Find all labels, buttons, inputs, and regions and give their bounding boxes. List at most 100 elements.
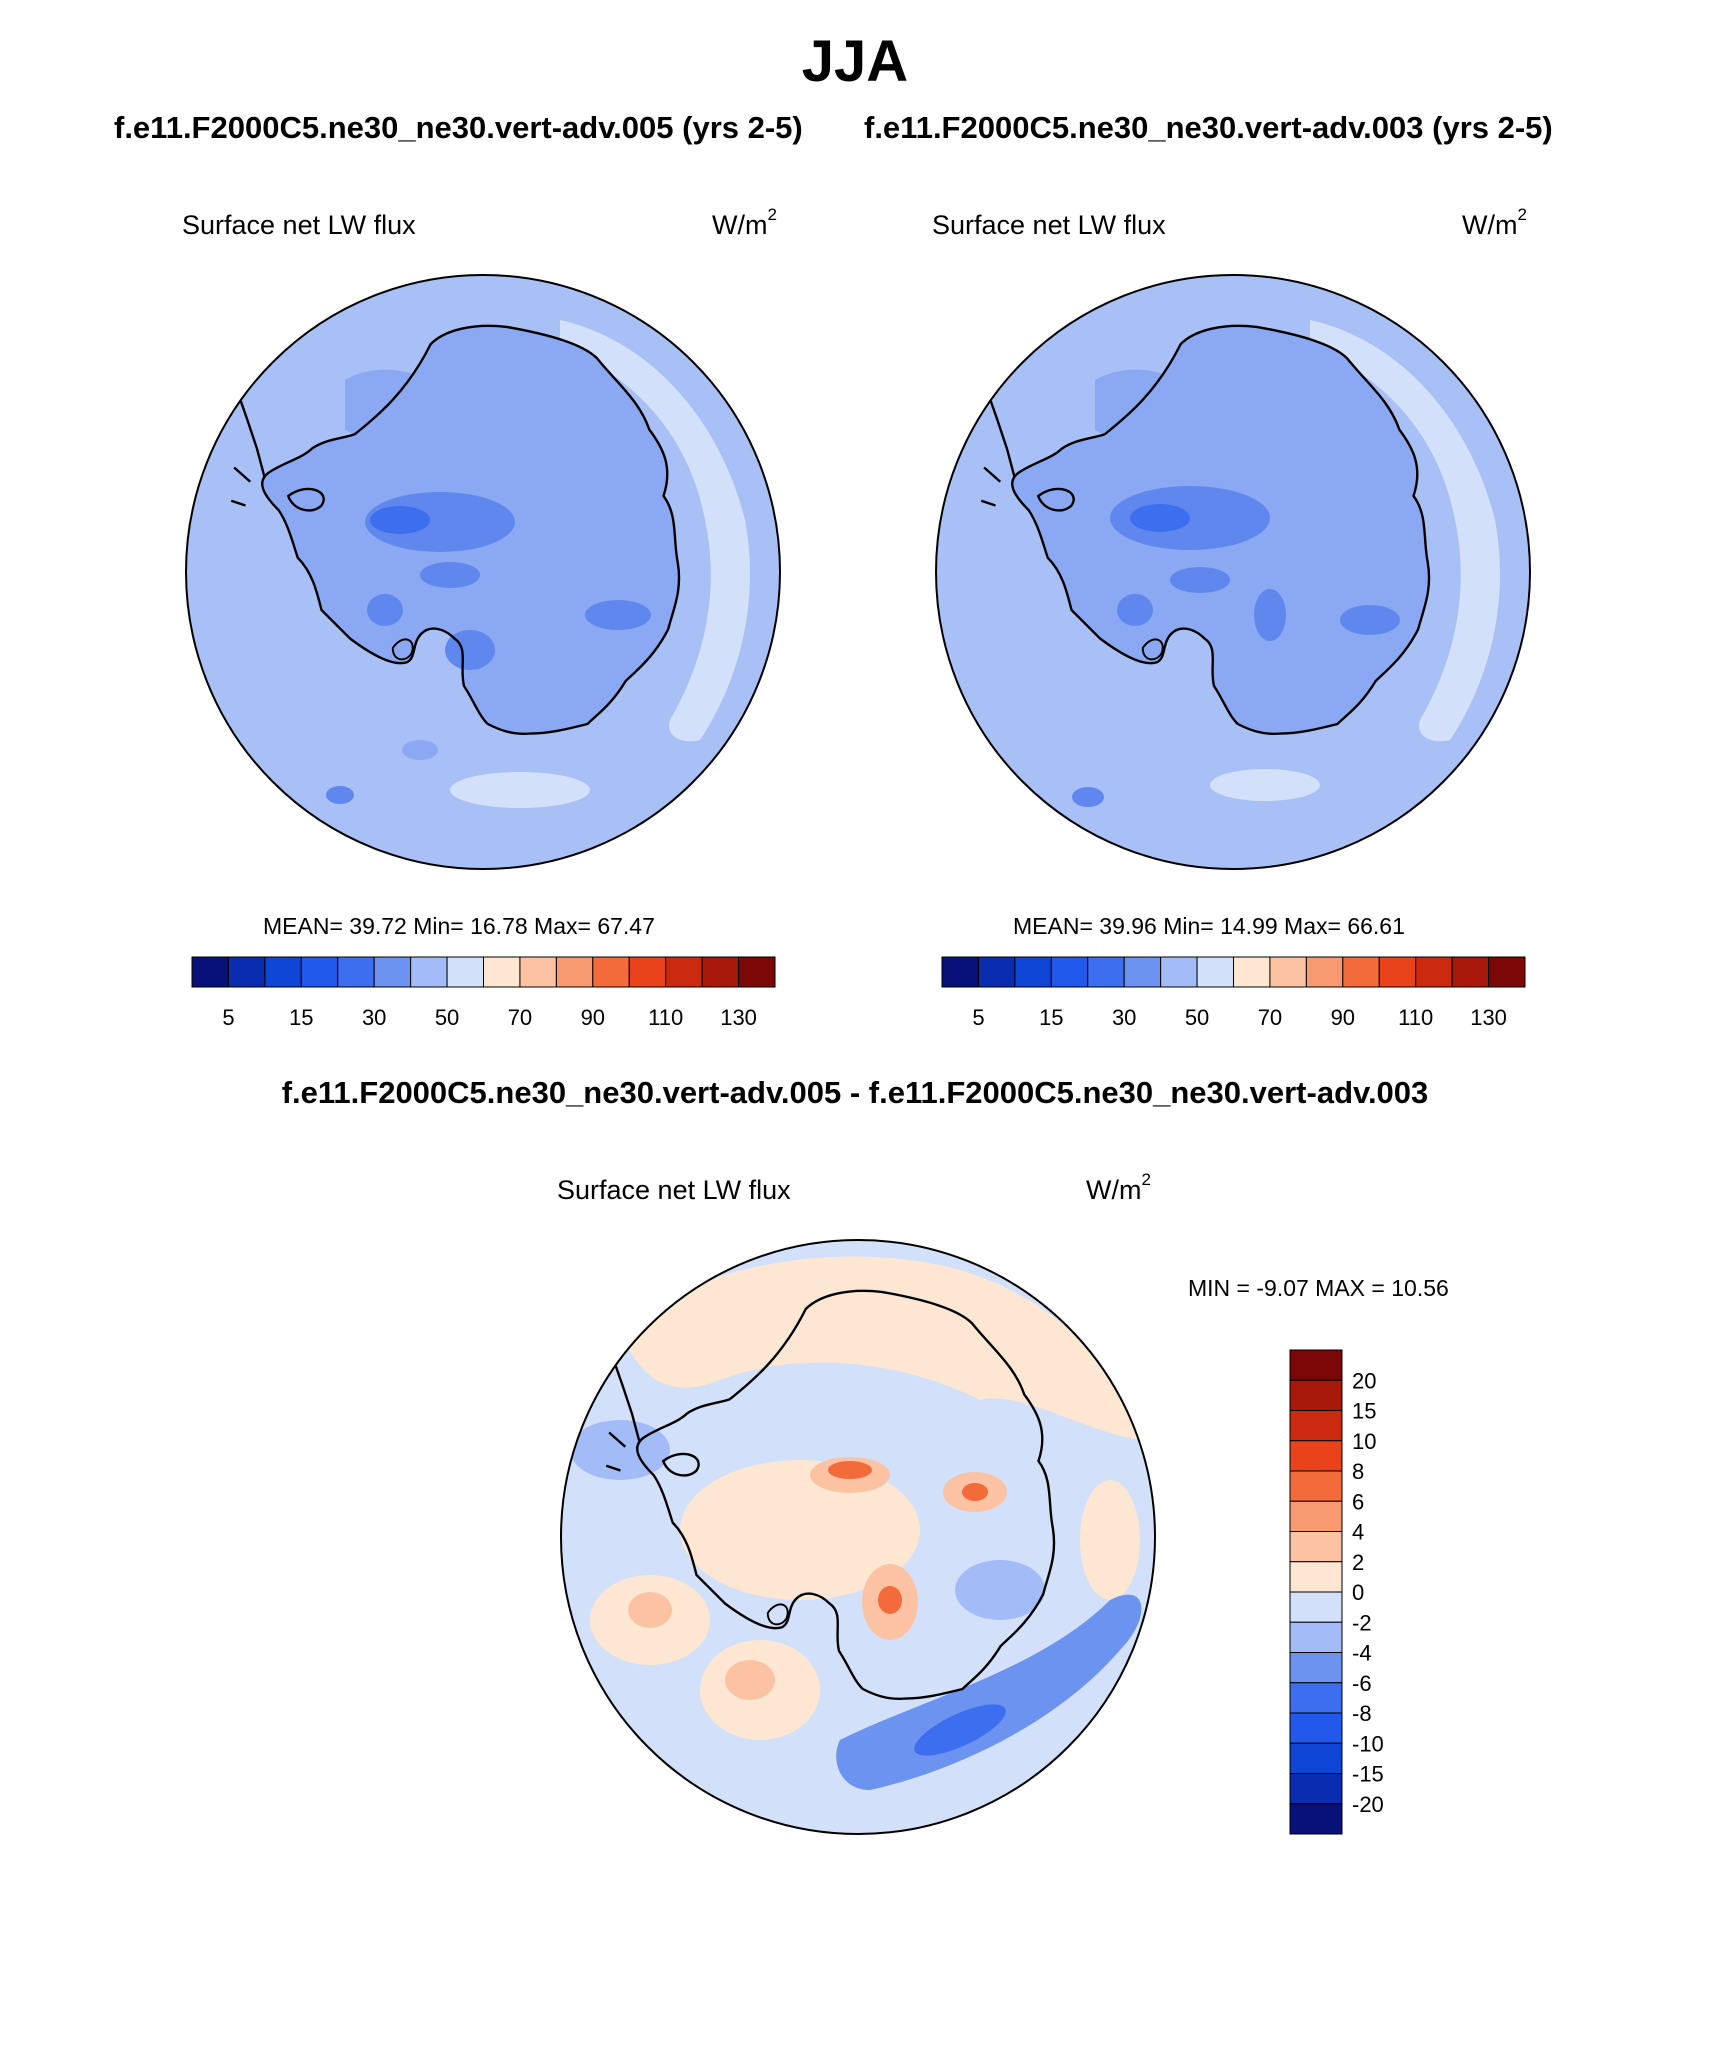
diff-colorbar-tick-label: 15 xyxy=(1352,1399,1376,1424)
diff-stats: MIN = -9.07 MAX = 10.56 xyxy=(1188,1275,1449,1301)
left-colorbar-swatch xyxy=(191,956,229,988)
season-title: JJA xyxy=(801,29,909,94)
right-colorbar-tick-label: 110 xyxy=(1398,1005,1433,1030)
right-colorbar-swatch xyxy=(1342,956,1380,988)
diff-colorbar-swatch xyxy=(1289,1652,1343,1684)
left-colorbar-swatch xyxy=(665,956,703,988)
left-map-light-band xyxy=(560,320,750,742)
diff-colorbar-tick-label: -15 xyxy=(1352,1762,1384,1787)
diff-colorbar-tick-label: -4 xyxy=(1352,1641,1372,1666)
diff-colorbar-tick-label: -20 xyxy=(1352,1792,1384,1817)
left-colorbar-swatch xyxy=(483,956,521,988)
left-colorbar-swatch xyxy=(410,956,448,988)
left-stats: MEAN= 39.72 Min= 16.78 Max= 67.47 xyxy=(263,913,655,939)
left-colorbar-swatch xyxy=(555,956,594,988)
left-map-mid-patch-7 xyxy=(402,740,438,760)
diff-colorbar-swatch xyxy=(1289,1440,1343,1472)
left-colorbar-swatch xyxy=(738,956,776,988)
right-colorbar-swatch xyxy=(1415,956,1453,988)
right-colorbar-swatch xyxy=(1087,956,1125,988)
right-colorbar-swatch xyxy=(941,956,979,988)
difference-polar-map xyxy=(560,1239,1156,1835)
left-colorbar-tick-label: 5 xyxy=(222,1005,234,1030)
diff-map-warm-ring-4 xyxy=(725,1660,775,1700)
right-polar-map xyxy=(935,274,1531,870)
left-map-light-patch xyxy=(450,772,590,808)
right-colorbar-tick-label: 50 xyxy=(1185,1005,1209,1030)
diff-colorbar-swatch xyxy=(1289,1500,1343,1532)
diff-colorbar-tick-label: 6 xyxy=(1352,1489,1364,1514)
right-colorbar-swatch xyxy=(1488,956,1526,988)
diff-variable-label: Surface net LW flux xyxy=(557,1175,791,1205)
right-colorbar-swatch xyxy=(1014,956,1052,988)
diff-map-warm-interior xyxy=(680,1460,920,1600)
diff-map-hot-core-1 xyxy=(828,1461,872,1479)
diff-map-cold-band xyxy=(836,1594,1142,1790)
diff-map-hot-core-2 xyxy=(962,1483,988,1501)
right-colorbar-tick-label: 70 xyxy=(1258,1005,1282,1030)
right-map-dark-patch-6 xyxy=(1072,787,1104,807)
diff-colorbar-tick-label: 2 xyxy=(1352,1550,1364,1575)
diff-colorbar-swatch xyxy=(1289,1773,1343,1805)
diff-colorbar-tick-label: -6 xyxy=(1352,1671,1372,1696)
diff-map-cool-patch xyxy=(955,1560,1045,1620)
right-map-light-patch xyxy=(1210,769,1320,801)
left-colorbar-tick-label: 50 xyxy=(435,1005,459,1030)
left-colorbar-swatch xyxy=(701,956,740,988)
diff-colorbar-tick-label: 20 xyxy=(1352,1368,1376,1393)
diff-colorbar-swatch xyxy=(1289,1470,1343,1502)
right-colorbar-tick-label: 5 xyxy=(972,1005,984,1030)
diff-colorbar-swatch xyxy=(1289,1379,1343,1411)
right-colorbar-swatch xyxy=(1305,956,1344,988)
left-colorbar-tick-label: 90 xyxy=(581,1005,605,1030)
right-colorbar-swatch xyxy=(1233,956,1271,988)
left-colorbar-swatch xyxy=(628,956,667,988)
left-unit-label: W/m2 xyxy=(712,205,777,240)
diff-colorbar-swatch xyxy=(1289,1742,1343,1774)
right-colorbar-swatch xyxy=(1050,956,1089,988)
left-colorbar-swatch xyxy=(300,956,339,988)
right-map-darker-patch-1 xyxy=(1130,504,1190,532)
right-map-border xyxy=(935,274,1531,870)
right-map-light-band xyxy=(1310,320,1500,742)
diff-map-warm-arc xyxy=(620,1256,1140,1440)
left-colorbar-tick-label: 30 xyxy=(362,1005,386,1030)
left-colorbar-swatch xyxy=(373,956,412,988)
left-map-darker-patch-1 xyxy=(370,506,430,534)
right-map-dark-patch-3 xyxy=(1340,605,1400,635)
diff-colorbar-tick-label: 0 xyxy=(1352,1580,1364,1605)
diff-colorbar-tick-label: 4 xyxy=(1352,1520,1364,1545)
diff-colorbar-swatch xyxy=(1289,1561,1343,1593)
left-map-dark-patch-3 xyxy=(585,600,651,630)
right-colorbar-tick-label: 15 xyxy=(1039,1005,1063,1030)
difference-title: f.e11.F2000C5.ne30_ne30.vert-adv.005 - f… xyxy=(281,1075,1429,1110)
right-map-dark-patch-5 xyxy=(1117,594,1153,626)
case-a-title: f.e11.F2000C5.ne30_ne30.vert-adv.005 (yr… xyxy=(114,110,803,145)
left-colorbar-tick-label: 110 xyxy=(648,1005,683,1030)
left-colorbar: 5 15 30 50 70 90 110 130 xyxy=(191,956,776,1030)
right-colorbar-swatch xyxy=(1451,956,1490,988)
left-map-dark-patch-5 xyxy=(367,594,403,626)
right-colorbar-swatch xyxy=(1269,956,1307,988)
case-b-title: f.e11.F2000C5.ne30_ne30.vert-adv.003 (yr… xyxy=(864,110,1553,145)
left-colorbar-swatch xyxy=(592,956,630,988)
diff-colorbar-swatch xyxy=(1289,1410,1343,1442)
diff-colorbar-tick-label: -10 xyxy=(1352,1731,1384,1756)
diff-map-warm-ring-5 xyxy=(628,1592,672,1628)
left-map-dark-patch-2 xyxy=(420,562,480,588)
diff-colorbar-tick-label: -2 xyxy=(1352,1610,1372,1635)
right-colorbar-swatch xyxy=(1160,956,1198,988)
right-map-dark-patch-2 xyxy=(1170,567,1230,593)
right-colorbar-swatch xyxy=(1378,956,1417,988)
diff-unit-label: W/m2 xyxy=(1086,1170,1151,1205)
right-stats: MEAN= 39.96 Min= 14.99 Max= 66.61 xyxy=(1013,913,1405,939)
diff-map-hot-core-3 xyxy=(878,1586,902,1614)
diff-map-border xyxy=(560,1239,1156,1835)
diff-colorbar-swatch xyxy=(1289,1712,1343,1744)
diff-colorbar-swatch xyxy=(1289,1531,1343,1563)
right-colorbar-tick-label: 90 xyxy=(1331,1005,1355,1030)
right-map-dark-patch-4 xyxy=(1254,589,1286,641)
right-colorbar-tick-label: 30 xyxy=(1112,1005,1136,1030)
